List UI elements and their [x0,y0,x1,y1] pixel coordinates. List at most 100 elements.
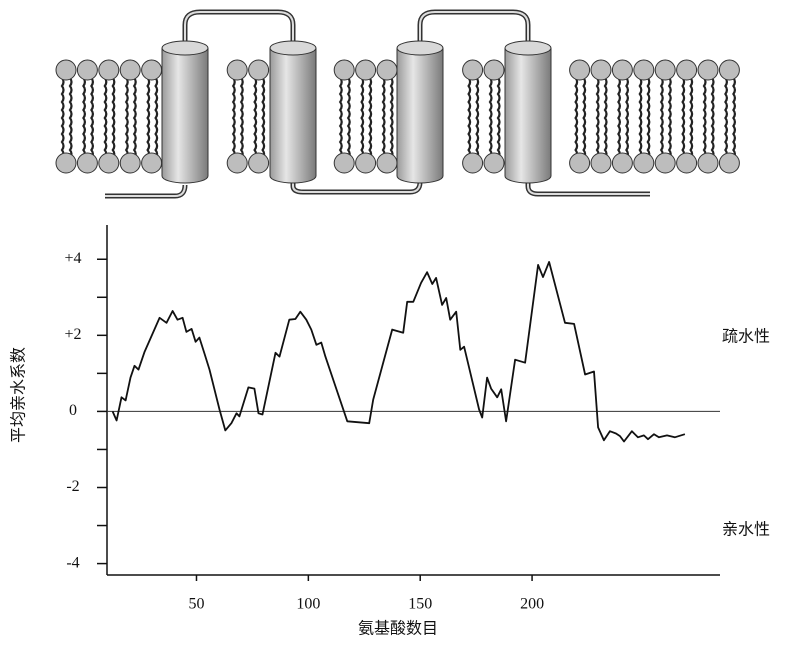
lipid-head [719,60,739,80]
helix-cylinder-top [270,41,316,55]
lipid-tail [383,78,385,158]
loop [420,12,528,45]
lipid-head [227,60,247,80]
lipid-tail [704,78,706,158]
lipid-tail [255,78,257,158]
lipid-tail [263,78,265,158]
lipid-head [677,153,697,173]
lipid-head [142,60,162,80]
membrane-diagram [56,12,739,196]
lipid-tail [148,78,150,158]
lipid-head [570,153,590,173]
chart: 平均亲水系数 氨基酸数目 疏水性 亲水性 +4+20-2-45010015020… [0,0,787,647]
lipid-tail [241,78,243,158]
lipid-tail [683,78,685,158]
lipid-head [356,153,376,173]
lipid-head [591,153,611,173]
y-tick-label: -2 [66,478,79,495]
lipid-tail [83,78,85,158]
lipid-head [677,60,697,80]
lipid-tail [62,78,64,158]
lipid-head [484,60,504,80]
helix-cylinder [397,48,443,183]
lipid-head [570,60,590,80]
lipid-head [463,60,483,80]
lipid-tail [648,78,650,158]
x-axis-label: 氨基酸数目 [358,620,438,638]
lipid-tail [113,78,115,158]
lipid-tail [469,78,471,158]
lipid-head [56,153,76,173]
lipid-head [99,153,119,173]
lipid-tail [156,78,158,158]
lipid-head [334,60,354,80]
lipid-head [463,153,483,173]
lipid-tail [725,78,727,158]
lipid-head [356,60,376,80]
lipid-head [698,60,718,80]
lipid-tail [498,78,500,158]
helix-cylinder-top [505,41,551,55]
lipid-tail [126,78,128,158]
lipid-tail [105,78,107,158]
x-tick-label: 150 [408,596,432,613]
lipid-tail [477,78,479,158]
lipid-head [120,153,140,173]
loop [528,180,650,194]
lipid-head [377,153,397,173]
data-line [113,262,685,442]
y-tick-label: +4 [64,250,81,267]
x-tick-label: 100 [296,596,320,613]
lipid-tail [712,78,714,158]
lipid-head [334,153,354,173]
lipid-tail [584,78,586,158]
lipid-head [612,60,632,80]
lipid-tail [661,78,663,158]
lipid-head [249,153,269,173]
helix-cylinder-top [397,41,443,55]
lipid-tail [626,78,628,158]
lipid-tail [618,78,620,158]
annotation: 亲水性 [722,521,770,539]
lipid-head [655,153,675,173]
helix-cylinder-top [162,41,208,55]
lipid-head [120,60,140,80]
y-axis-label: 平均亲水系数 [10,347,28,443]
lipid-tail [691,78,693,158]
lipid-head [612,153,632,173]
lipid-tail [576,78,578,158]
lipid-tail [597,78,599,158]
lipid-tail [669,78,671,158]
y-tick-label: +2 [64,326,81,343]
lipid-tail [134,78,136,158]
lipid-tail [362,78,364,158]
lipid-head [77,153,97,173]
loop [105,185,185,196]
loop [293,180,420,192]
lipid-head [655,60,675,80]
lipid-head [698,153,718,173]
y-tick-label: 0 [69,402,77,419]
lipid-head [591,60,611,80]
lipid-tail [348,78,350,158]
lipid-tail [340,78,342,158]
loop [420,12,528,45]
lipid-head [77,60,97,80]
lipid-head [377,60,397,80]
lipid-head [56,60,76,80]
lipid-tail [490,78,492,158]
loop [185,12,293,45]
y-tick-label: -4 [66,554,79,571]
loop [185,12,293,45]
lipid-tail [391,78,393,158]
lipid-tail [733,78,735,158]
lipid-head [99,60,119,80]
lipid-tail [370,78,372,158]
lipid-tail [640,78,642,158]
helix-cylinder [270,48,316,183]
annotation: 疏水性 [722,328,770,346]
lipid-tail [233,78,235,158]
x-tick-label: 200 [520,596,544,613]
helix-cylinder [505,48,551,183]
lipid-head [142,153,162,173]
